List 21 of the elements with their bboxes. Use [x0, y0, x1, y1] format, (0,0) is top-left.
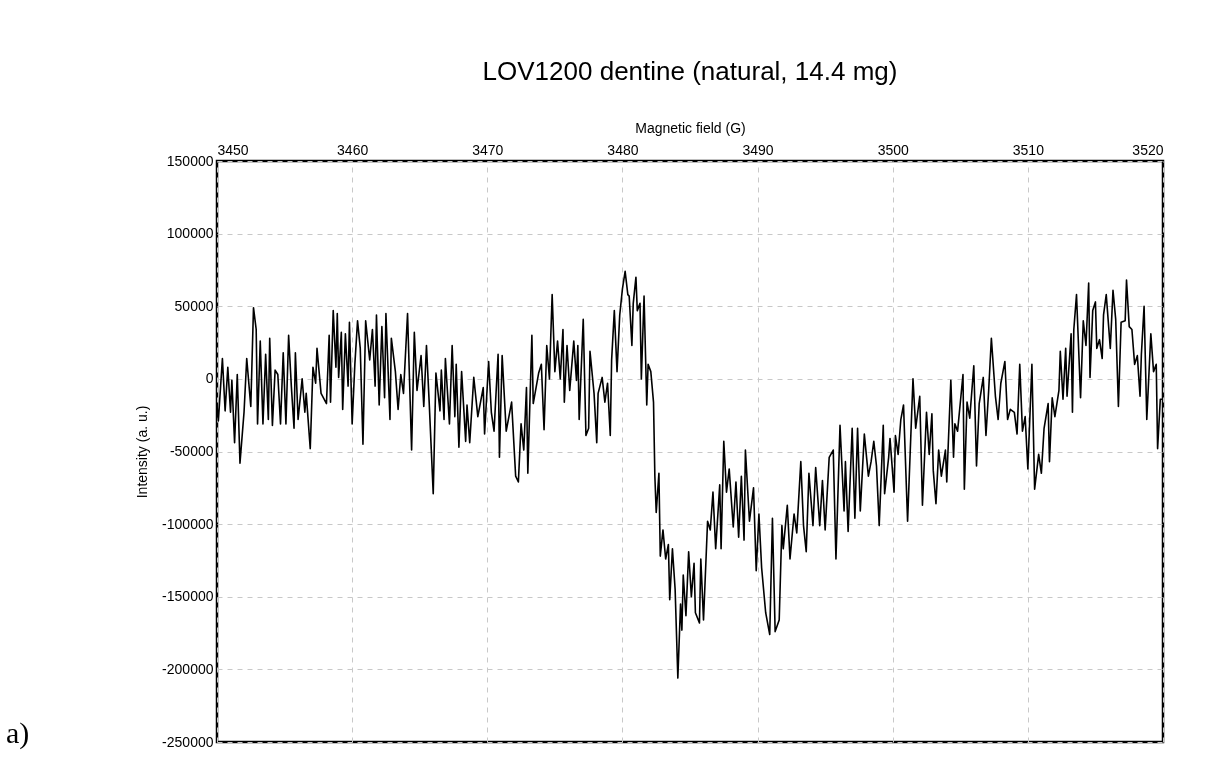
x-tick-label: 3470 [472, 141, 504, 158]
chart-title: LOV1200 dentine (natural, 14.4 mg) [482, 56, 898, 86]
y-tick-label: -200000 [162, 660, 214, 677]
x-tick-label: 3500 [877, 141, 909, 158]
y-tick-label: 50000 [174, 297, 214, 314]
x-tick-label: 3460 [337, 141, 369, 158]
x-tick-label: 3480 [607, 141, 639, 158]
y-tick-label: -150000 [162, 588, 214, 605]
x-tick-label: 3450 [217, 141, 249, 158]
text: a) [6, 716, 30, 750]
y-tick-label: 100000 [166, 225, 214, 242]
y-tick-label: -250000 [162, 733, 214, 750]
y-tick-label: -50000 [169, 443, 214, 459]
x-tick-label: 3490 [742, 141, 774, 158]
y-axis-title: Intensity (a. u.) [134, 405, 151, 499]
x-tick-label: 3520 [1132, 141, 1164, 158]
x-axis-title: Magnetic field (G) [635, 119, 746, 136]
y-tick-label: 0 [205, 370, 214, 387]
y-tick-label: -100000 [162, 515, 214, 532]
x-tick-label: 3510 [1012, 141, 1045, 158]
y-tick-label: 150000 [166, 152, 214, 169]
